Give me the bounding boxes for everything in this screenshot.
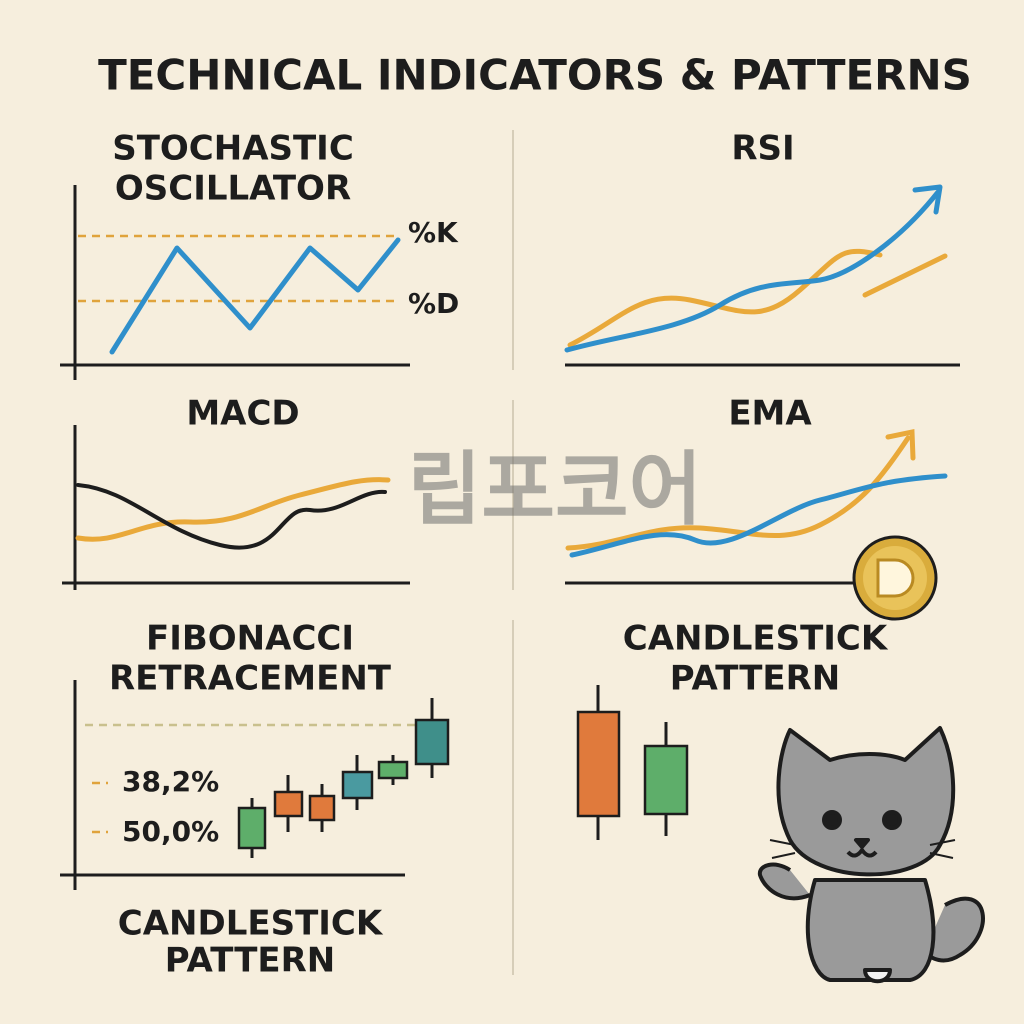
level-label: 50,0%	[122, 815, 219, 848]
footer-title: PATTERN	[165, 941, 336, 981]
panel-title: STOCHASTIC	[112, 129, 354, 169]
panel-title: MACD	[186, 394, 299, 434]
panel-title: PATTERN	[670, 659, 841, 699]
panel-title: RSI	[731, 129, 794, 169]
line-label: %D	[408, 287, 459, 320]
panel-title: OSCILLATOR	[115, 169, 351, 209]
panel-title: EMA	[728, 394, 812, 434]
rsi-chart	[564, 184, 960, 367]
watermark: 립포코어	[408, 443, 702, 536]
panel-title: FIBONACCI	[146, 619, 354, 659]
stochastic-chart	[60, 185, 410, 380]
ema-chart	[565, 428, 948, 621]
level-label: 38,2%	[122, 765, 219, 798]
footer-title: CANDLESTICK	[118, 904, 384, 944]
candlestick-chart	[576, 685, 689, 840]
macd-chart	[62, 425, 410, 590]
line-label: %K	[408, 216, 459, 249]
cat-illustration	[757, 726, 985, 984]
page-title: TECHNICAL INDICATORS & PATTERNS	[98, 51, 972, 100]
panel-title: CANDLESTICK	[623, 619, 889, 659]
panel-title: RETRACEMENT	[109, 659, 392, 699]
fibonacci-chart	[60, 680, 450, 890]
